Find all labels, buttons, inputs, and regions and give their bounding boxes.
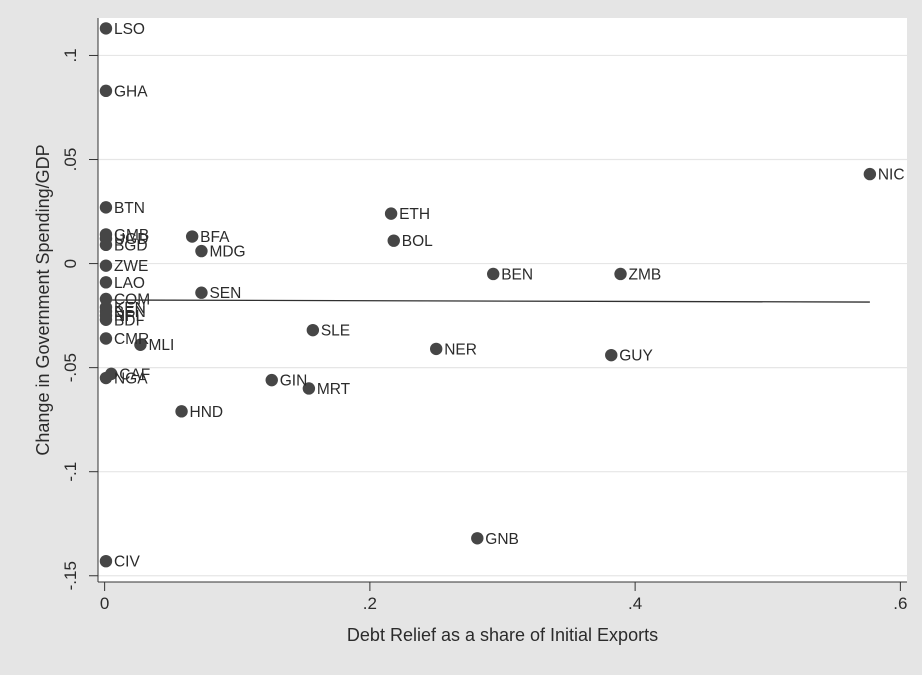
y-tick-label: 0: [61, 259, 80, 268]
point-label: NER: [444, 341, 477, 358]
data-point: [100, 372, 112, 384]
point-label: BDI: [114, 312, 140, 329]
point-label: BGD: [114, 237, 148, 254]
point-label: CMR: [114, 331, 149, 348]
data-point: [605, 349, 617, 361]
point-label: ZWE: [114, 258, 148, 275]
data-point: [487, 268, 499, 280]
point-label: GUY: [619, 348, 653, 365]
data-point: [100, 314, 112, 326]
x-tick-label: .6: [893, 594, 907, 613]
point-label: ZMB: [629, 266, 662, 283]
y-tick-label: -.05: [61, 353, 80, 382]
data-point: [307, 324, 319, 336]
data-point: [100, 276, 112, 288]
y-axis-title: Change in Government Spending/GDP: [33, 144, 53, 455]
point-label: SLE: [321, 323, 350, 340]
y-tick-label: .1: [61, 48, 80, 62]
x-tick-label: 0: [100, 594, 109, 613]
point-label: ETH: [399, 206, 430, 223]
data-point: [471, 532, 483, 544]
data-point: [175, 405, 187, 417]
x-tick-label: .2: [363, 594, 377, 613]
point-label: LSO: [114, 21, 145, 38]
data-point: [864, 168, 876, 180]
data-point: [100, 201, 112, 213]
point-label: BOL: [402, 233, 433, 250]
y-tick-label: -.15: [61, 561, 80, 590]
point-label: GIN: [280, 373, 308, 390]
x-tick-label: .4: [628, 594, 642, 613]
point-label: NIC: [878, 167, 905, 184]
point-label: MLI: [148, 337, 174, 354]
point-label: MDG: [209, 244, 245, 261]
data-point: [388, 234, 400, 246]
data-point: [195, 245, 207, 257]
point-label: NGA: [114, 371, 148, 388]
point-label: HND: [190, 404, 224, 421]
data-point: [385, 207, 397, 219]
data-point: [100, 332, 112, 344]
data-point: [186, 230, 198, 242]
data-point: [100, 85, 112, 97]
y-tick-label: .05: [61, 148, 80, 172]
point-label: BTN: [114, 200, 145, 217]
point-label: GHA: [114, 83, 148, 100]
point-label: LAO: [114, 275, 145, 292]
point-label: MRT: [317, 381, 351, 398]
y-tick-label: -.1: [61, 462, 80, 482]
point-label: GNB: [485, 531, 519, 548]
data-point: [100, 239, 112, 251]
data-point: [195, 287, 207, 299]
point-label: SEN: [209, 285, 241, 302]
data-point: [266, 374, 278, 386]
data-point: [100, 555, 112, 567]
data-point: [430, 343, 442, 355]
point-label: CIV: [114, 554, 140, 571]
x-axis-title: Debt Relief as a share of Initial Export…: [347, 625, 658, 645]
data-point: [614, 268, 626, 280]
data-point: [100, 22, 112, 34]
point-label: BEN: [501, 266, 533, 283]
data-point: [100, 259, 112, 271]
